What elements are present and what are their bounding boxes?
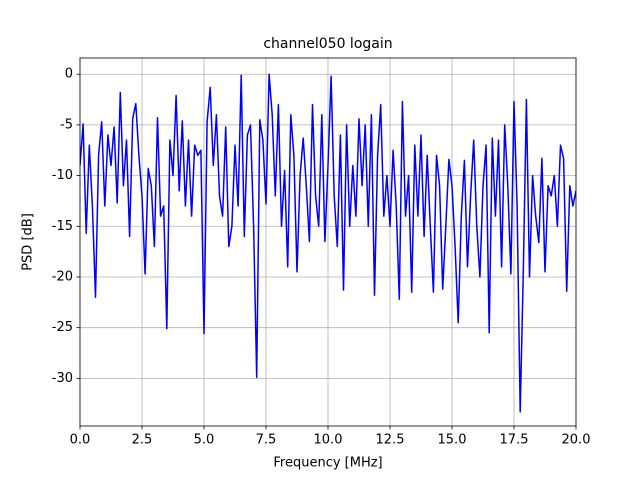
x-axis-label: Frequency [MHz] (273, 456, 382, 471)
y-tick-label: -20 (52, 269, 73, 284)
y-tick-label: -25 (52, 320, 73, 335)
x-tick-label: 10.0 (314, 433, 343, 448)
y-axis-label: PSD [dB] (21, 213, 36, 271)
y-tick-label: -5 (60, 117, 73, 132)
chart-title: channel050 logain (263, 36, 392, 52)
x-tick-label: 17.5 (500, 433, 529, 448)
x-tick-label: 7.5 (256, 433, 277, 448)
x-tick-label: 0.0 (70, 433, 91, 448)
x-tick-label: 12.5 (376, 433, 405, 448)
plot-frame (79, 57, 577, 427)
x-tick-label: 15.0 (438, 433, 467, 448)
y-tick-label: -30 (52, 371, 73, 386)
y-tick-label: 0 (65, 67, 73, 82)
series-line (80, 73, 576, 413)
x-tick-label: 20.0 (562, 433, 591, 448)
x-tick-label: 2.5 (132, 433, 153, 448)
y-tick-label: -15 (52, 219, 73, 234)
x-tick-label: 5.0 (194, 433, 215, 448)
y-tick-label: -10 (52, 168, 73, 183)
